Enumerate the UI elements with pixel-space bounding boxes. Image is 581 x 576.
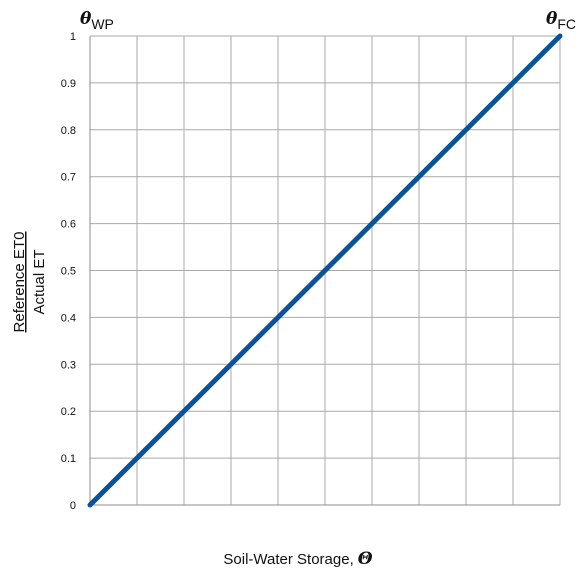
y-tick-label: 0.5 bbox=[61, 266, 76, 278]
y-tick-label: 0.3 bbox=[61, 359, 76, 371]
y-tick-label: 0.2 bbox=[61, 406, 76, 418]
theta-fc-symbol: θ bbox=[546, 9, 558, 29]
y-tick-label: 0.9 bbox=[61, 78, 76, 90]
theta-wp-symbol: θ bbox=[80, 9, 92, 29]
y-tick-label: 0.6 bbox=[61, 219, 76, 231]
grid bbox=[89, 35, 561, 506]
y-tick-label: 1 bbox=[70, 31, 76, 43]
y-axis-label-numerator: Reference ET0 bbox=[11, 232, 28, 333]
theta-fc-subscript: FC bbox=[557, 16, 576, 32]
theta-fc-label: θFC bbox=[546, 9, 576, 32]
x-axis-theta-symbol: Θ bbox=[358, 549, 373, 569]
y-tick-label: 0.8 bbox=[61, 125, 76, 137]
y-tick-label: 0.7 bbox=[61, 172, 76, 184]
y-tick-label: 0 bbox=[70, 500, 76, 512]
x-axis-label-text: Soil-Water Storage, bbox=[223, 551, 353, 568]
series-layer bbox=[87, 33, 563, 508]
y-axis-ticks: 0 0.1 0.2 0.3 0.4 0.5 0.6 0.7 0.8 0.9 1 bbox=[61, 31, 76, 512]
y-tick-label: 0.1 bbox=[61, 453, 76, 465]
theta-wp-subscript: WP bbox=[91, 16, 114, 32]
y-tick-label: 0.4 bbox=[61, 312, 76, 324]
x-axis-label: Soil-Water Storage, Θ bbox=[223, 549, 372, 569]
series-line bbox=[87, 33, 563, 508]
y-axis-label: Reference ET0 Actual ET bbox=[11, 232, 48, 333]
y-axis-label-denominator: Actual ET bbox=[31, 249, 48, 314]
theta-wp-label: θWP bbox=[80, 9, 114, 32]
